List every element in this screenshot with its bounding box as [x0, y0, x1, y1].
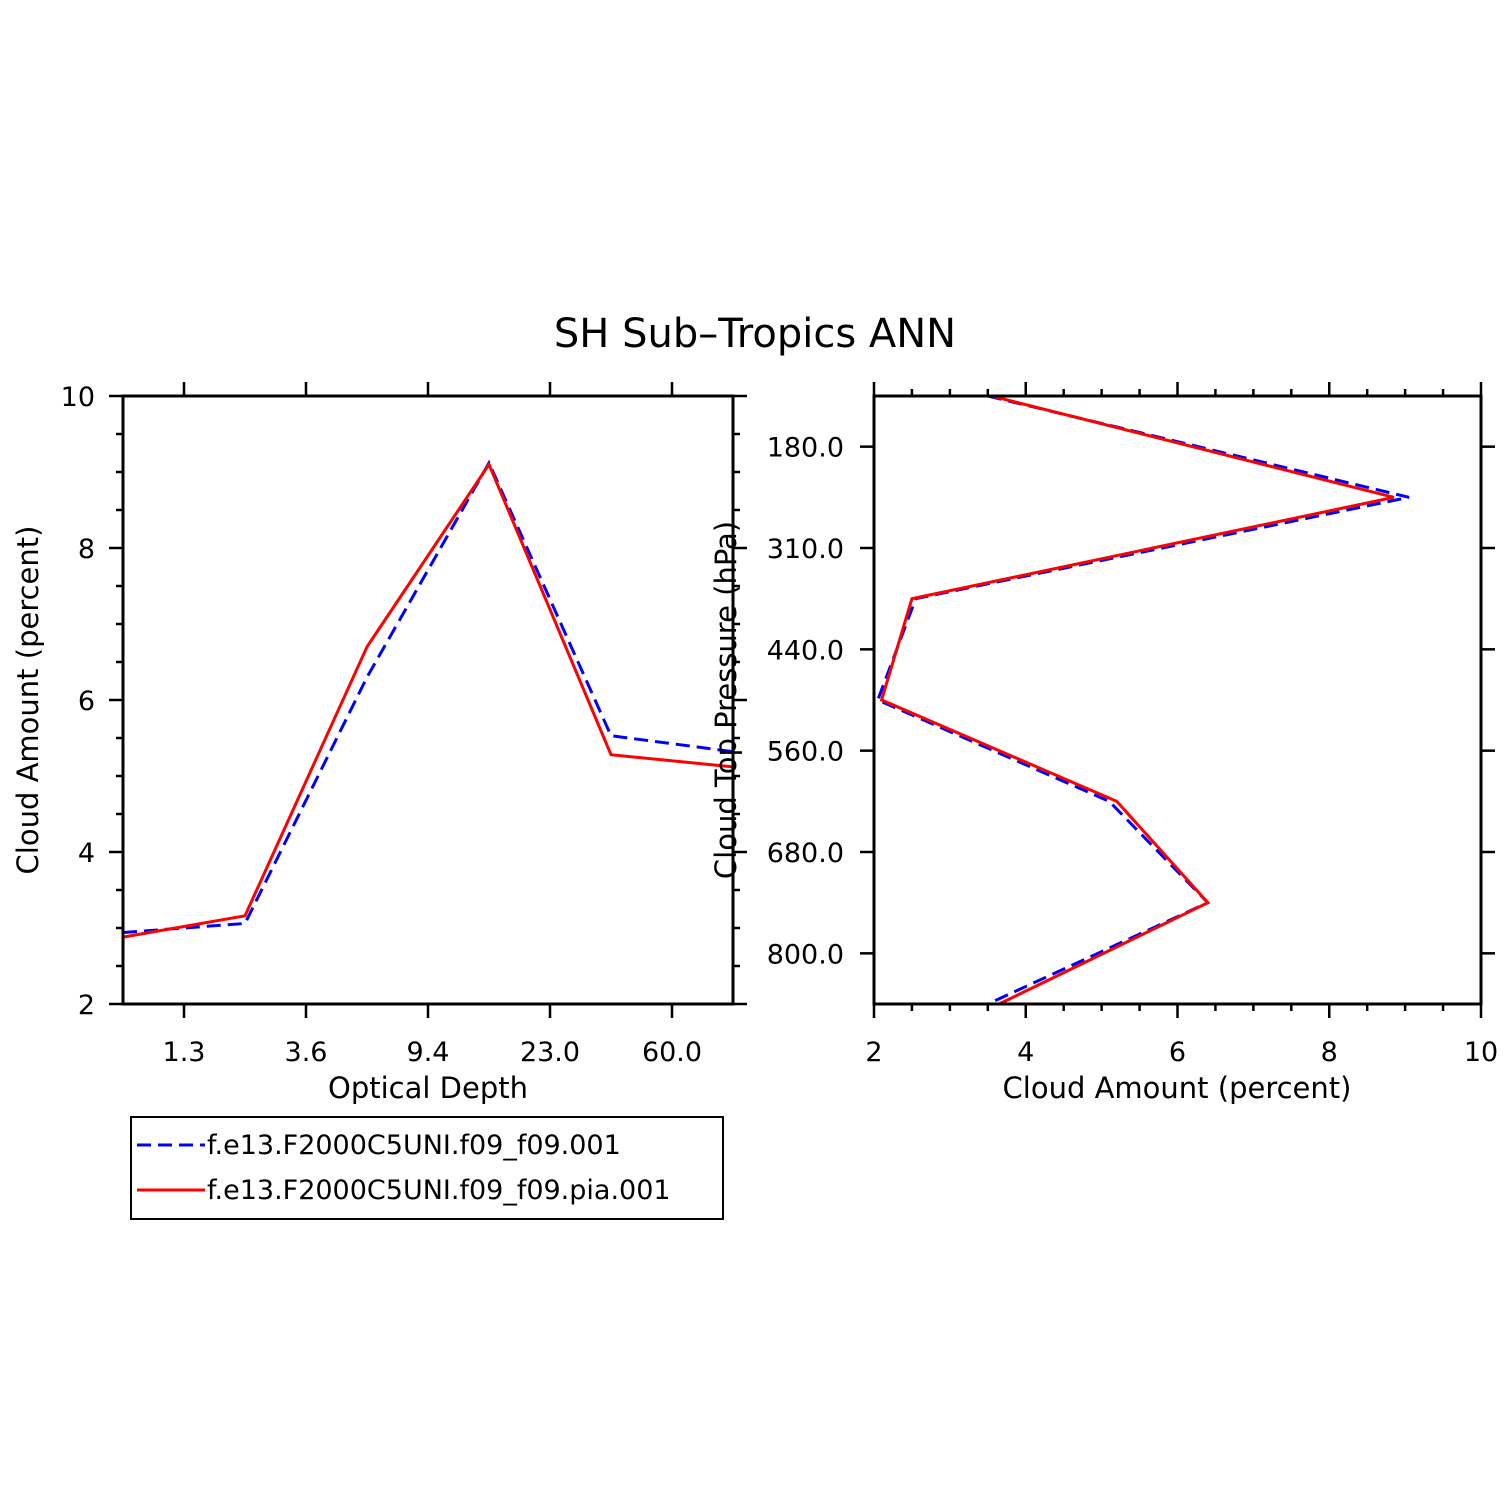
- left-y-tick-label: 4: [78, 838, 95, 869]
- right-x-tick-label: 2: [865, 1037, 882, 1068]
- right-y-tick-label: 680.0: [767, 838, 844, 869]
- right-x-tick-label: 10: [1464, 1037, 1498, 1068]
- left-x-tick-label: 1.3: [163, 1037, 206, 1068]
- right-lines: [875, 394, 1410, 1006]
- left-panel: 2 4 6 8 10 1.3 3.6 9.4 23.0 60.0 Optical Depth Cl…: [11, 382, 747, 1105]
- left-y-tick-label: 6: [78, 686, 95, 717]
- right-y-tick-label: 800.0: [767, 939, 844, 970]
- right-x-tick-label: 8: [1321, 1037, 1338, 1068]
- left-series-solid-line: [122, 461, 734, 939]
- right-y-tick-label: 560.0: [767, 737, 844, 768]
- left-x-tick-label: 60.0: [642, 1037, 702, 1068]
- left-tick-labels: 2 4 6 8 10 1.3 3.6 9.4 23.0 60.0: [61, 382, 702, 1068]
- right-x-axis-label: Cloud Amount (percent): [1003, 1071, 1352, 1105]
- left-y-tick-label: 8: [78, 534, 95, 565]
- legend-label-solid: f.e13.F2000C5UNI.f09_f09.pia.001: [207, 1175, 671, 1206]
- legend-label-dashed: f.e13.F2000C5UNI.f09_f09.001: [207, 1130, 621, 1161]
- right-y-tick-label: 180.0: [767, 433, 844, 464]
- right-plot-frame: [872, 394, 1483, 1006]
- left-x-tick-label: 3.6: [285, 1037, 328, 1068]
- left-x-tick-label: 23.0: [520, 1037, 580, 1068]
- left-y-tick-label: 2: [78, 990, 95, 1021]
- left-x-tick-label: 9.4: [407, 1037, 450, 1068]
- left-x-axis-label: Optical Depth: [328, 1071, 528, 1105]
- left-y-axis-label: Cloud Amount (percent): [11, 526, 45, 875]
- left-plot-frame: [121, 394, 735, 1006]
- right-x-tick-label: 4: [1017, 1037, 1034, 1068]
- legend-box: [130, 1116, 724, 1220]
- right-y-tick-label: 310.0: [767, 534, 844, 565]
- figure-title: SH Sub–Tropics ANN: [554, 311, 956, 357]
- right-x-tick-label: 6: [1169, 1037, 1186, 1068]
- right-panel: 2 4 6 8 10 180.0 310.0 440.0 560.0 680.0 800.0 Clo…: [709, 382, 1498, 1105]
- left-lines: [122, 459, 734, 939]
- legend: f.e13.F2000C5UNI.f09_f09.001 f.e13.F2000…: [130, 1116, 724, 1220]
- right-series-solid-line: [879, 394, 1395, 1006]
- left-y-tick-label: 10: [61, 382, 95, 413]
- right-y-axis-label: Cloud Top Pressure (hPa): [709, 521, 743, 879]
- right-y-tick-label: 440.0: [767, 635, 844, 666]
- right-tick-labels: 2 4 6 8 10 180.0 310.0 440.0 560.0 680.0 800.0: [767, 433, 1498, 1068]
